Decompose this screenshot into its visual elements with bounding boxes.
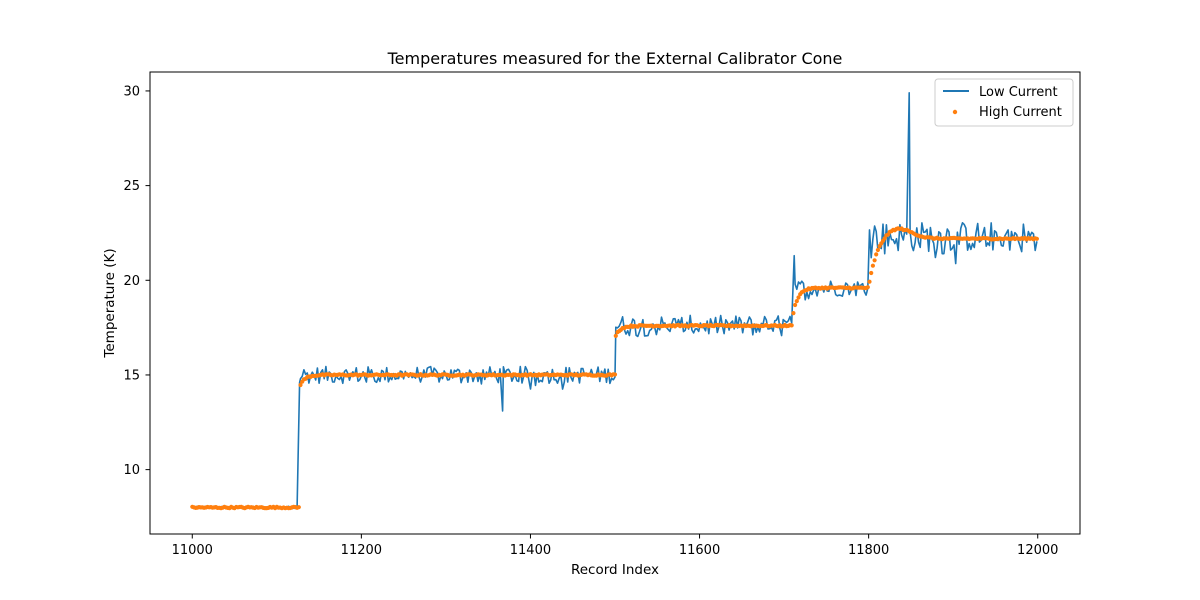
- chart-title: Temperatures measured for the External C…: [387, 49, 843, 68]
- x-tick-label: 11600: [679, 543, 720, 558]
- y-axis-label: Temperature (K): [102, 248, 118, 358]
- high-current-point: [793, 302, 798, 308]
- high-current-point: [870, 263, 876, 268]
- y-tick-label: 30: [123, 84, 140, 99]
- high-current-point: [872, 258, 877, 263]
- high-current-point: [613, 333, 618, 338]
- plot-area: [149, 71, 1081, 535]
- y-axis: 10 15 20 25 30: [123, 84, 150, 478]
- high-current-point: [869, 270, 874, 276]
- high-current-point: [882, 236, 887, 241]
- x-axis-label: Record Index: [571, 562, 659, 578]
- high-current-point: [296, 505, 301, 510]
- high-current-point: [612, 372, 618, 377]
- x-tick-label: 11200: [341, 543, 382, 558]
- high-current-point: [298, 382, 303, 388]
- high-current-point: [791, 311, 796, 316]
- y-tick-label: 25: [123, 179, 140, 194]
- x-axis: 11000 11200 11400 11600 11800 12000: [172, 534, 1058, 558]
- high-current-point: [874, 252, 879, 257]
- high-current-point: [794, 299, 799, 304]
- high-current-point: [796, 295, 801, 300]
- x-tick-label: 12000: [1017, 543, 1058, 558]
- high-current-point: [1034, 236, 1039, 241]
- high-current-point: [867, 279, 872, 284]
- y-tick-label: 20: [123, 274, 140, 289]
- y-tick-label: 10: [123, 463, 140, 478]
- axes-frame: [149, 71, 1081, 535]
- legend-label-high-current: High Current: [979, 105, 1062, 120]
- legend-dot-marker: [952, 109, 958, 115]
- legend-label-low-current: Low Current: [979, 85, 1058, 100]
- series-layer: [190, 92, 1039, 511]
- x-tick-label: 11800: [848, 543, 889, 558]
- high-current-point: [875, 247, 881, 253]
- legend: Low Current High Current: [934, 78, 1074, 127]
- high-current-point: [789, 323, 794, 328]
- x-tick-label: 11000: [172, 543, 213, 558]
- low-current-line: [191, 92, 1038, 510]
- legend-box: [934, 78, 1074, 127]
- y-tick-label: 15: [123, 368, 140, 383]
- x-tick-label: 11400: [510, 543, 551, 558]
- high-current-point: [865, 285, 870, 290]
